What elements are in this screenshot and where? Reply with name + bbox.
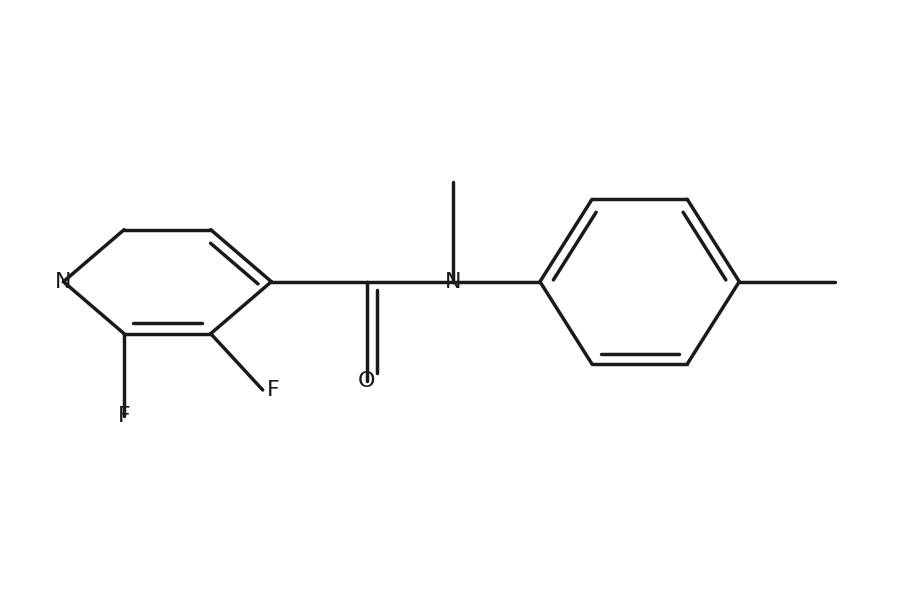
Text: N: N <box>445 271 462 292</box>
Text: O: O <box>358 371 375 391</box>
Text: F: F <box>267 380 280 400</box>
Text: N: N <box>55 271 72 292</box>
Text: F: F <box>118 406 130 426</box>
